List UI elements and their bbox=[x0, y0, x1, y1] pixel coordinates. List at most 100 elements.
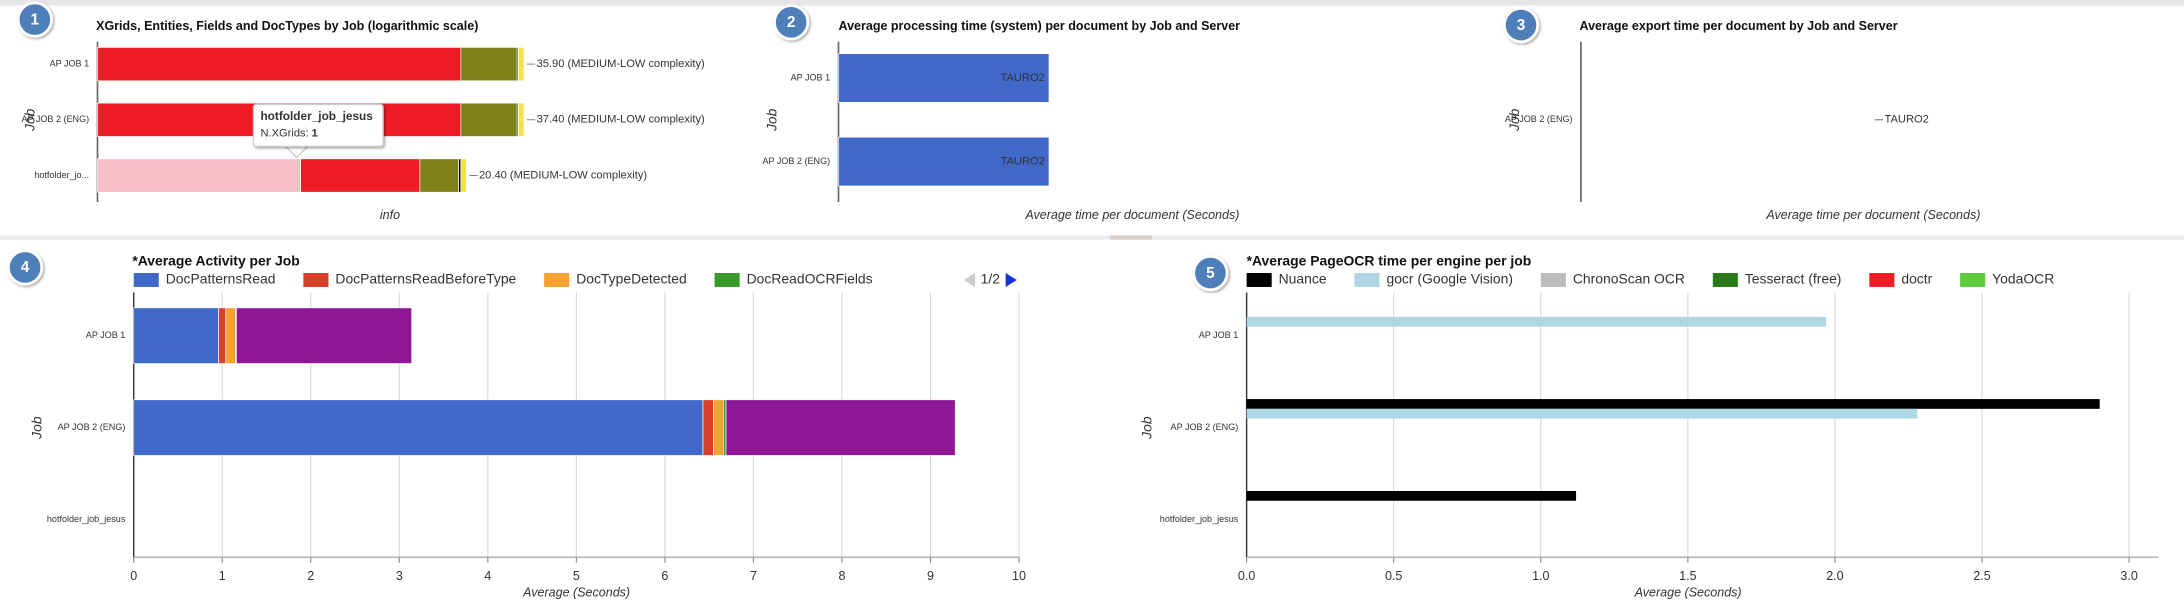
x-axis-label: Average time per document (Seconds) bbox=[1024, 208, 1239, 222]
x-axis-label: Average (Seconds) bbox=[1634, 586, 1742, 600]
y-tick-label: hotfolder_jo... bbox=[34, 170, 89, 180]
legend-swatch[interactable] bbox=[1540, 273, 1566, 287]
legend-swatch[interactable] bbox=[303, 273, 329, 287]
bar bbox=[1246, 408, 1918, 419]
y-tick-label: hotfolder_job_jesus bbox=[1160, 514, 1239, 524]
x-axis-label: info bbox=[380, 208, 400, 222]
bar-segment bbox=[225, 307, 236, 364]
panel-number: 2 bbox=[787, 14, 796, 31]
legend-label[interactable]: ChronoScan OCR bbox=[1573, 271, 1685, 287]
bar-segment bbox=[702, 399, 714, 456]
y-axis-label: Job bbox=[1506, 108, 1522, 132]
y-tick-label: AP JOB 1 bbox=[791, 72, 831, 82]
data-label: TAURO2 bbox=[1001, 72, 1045, 84]
pager-prev[interactable] bbox=[963, 273, 975, 287]
x-tick-label: 10 bbox=[1012, 569, 1026, 583]
data-label: TAURO2 bbox=[1001, 156, 1045, 168]
legend-label[interactable]: DocPatternsReadBeforeType bbox=[335, 271, 516, 287]
bar bbox=[1246, 316, 1827, 327]
x-axis-label: Average time per document (Seconds) bbox=[1765, 208, 1980, 222]
bar-segment bbox=[97, 47, 462, 82]
legend-swatch[interactable] bbox=[1354, 273, 1380, 287]
x-tick-label: 1.0 bbox=[1532, 569, 1549, 583]
y-tick-label: hotfolder_job_jesus bbox=[47, 514, 126, 524]
y-tick-label: AP JOB 2 (ENG) bbox=[58, 422, 126, 432]
legend-swatch[interactable] bbox=[544, 273, 570, 287]
y-tick-label: AP JOB 2 (ENG) bbox=[762, 156, 830, 166]
data-label: TAURO2 bbox=[1885, 114, 1929, 126]
x-tick-label: 7 bbox=[750, 569, 757, 583]
x-tick-label: 0 bbox=[130, 569, 137, 583]
x-tick-label: 3 bbox=[396, 569, 403, 583]
tooltip-value: 1 bbox=[311, 128, 317, 140]
panel-badge bbox=[1192, 254, 1229, 292]
tooltip-pointer bbox=[283, 145, 310, 159]
legend-label[interactable]: gocr (Google Vision) bbox=[1386, 271, 1513, 287]
bar-segment bbox=[518, 102, 525, 137]
y-axis-label: Job bbox=[21, 108, 37, 132]
chart-title: XGrids, Entities, Fields and DocTypes by… bbox=[96, 19, 478, 33]
bar-segment bbox=[300, 158, 421, 193]
panel-number: 1 bbox=[31, 11, 40, 28]
legend-swatch[interactable] bbox=[1960, 273, 1986, 287]
panel-badge bbox=[16, 1, 53, 38]
y-tick-label: AP JOB 2 (ENG) bbox=[1505, 114, 1573, 124]
bar-segment bbox=[419, 158, 459, 193]
total-label: 20.40 (MEDIUM-LOW complexity) bbox=[479, 169, 647, 181]
legend-label[interactable]: Tesseract (free) bbox=[1745, 271, 1842, 287]
legend-label[interactable]: DocReadOCRFields bbox=[747, 271, 873, 287]
tooltip-title: hotfolder_job_jesus bbox=[260, 109, 373, 123]
bar-segment bbox=[460, 102, 518, 137]
y-tick-label: AP JOB 1 bbox=[1199, 330, 1239, 340]
legend-swatch[interactable] bbox=[1869, 273, 1895, 287]
y-axis-label: Job bbox=[1138, 416, 1154, 440]
legend-label[interactable]: YodaOCR bbox=[1992, 271, 2054, 287]
bar-segment bbox=[236, 307, 413, 364]
x-tick-label: 2.5 bbox=[1973, 569, 1990, 583]
legend-page: 1/2 bbox=[981, 271, 1001, 287]
panel-number: 5 bbox=[1206, 265, 1215, 282]
legend-swatch[interactable] bbox=[714, 273, 740, 287]
y-tick-label: AP JOB 2 (ENG) bbox=[21, 114, 89, 124]
x-tick-label: 4 bbox=[484, 569, 491, 583]
y-tick-label: AP JOB 1 bbox=[50, 58, 90, 68]
legend-swatch[interactable] bbox=[133, 273, 159, 287]
x-tick-label: 2.0 bbox=[1826, 569, 1843, 583]
pager-next[interactable] bbox=[1005, 273, 1017, 287]
x-tick-label: 5 bbox=[573, 569, 580, 583]
bar-segment bbox=[458, 158, 462, 193]
bar-segment bbox=[722, 399, 727, 456]
chart-title: Average export time per document by Job … bbox=[1579, 19, 1897, 33]
legend-label[interactable]: DocTypeDetected bbox=[576, 271, 687, 287]
bar-segment bbox=[725, 399, 956, 456]
legend-swatch[interactable] bbox=[1712, 273, 1738, 287]
row-separator bbox=[0, 235, 2184, 240]
panel-number: 4 bbox=[21, 259, 30, 276]
y-axis-label: Job bbox=[764, 108, 780, 132]
legend-label[interactable]: DocPatternsRead bbox=[166, 271, 276, 287]
tooltip: hotfolder_job_jesus N.XGrids: 1 bbox=[252, 103, 384, 159]
x-tick-label: 2 bbox=[307, 569, 314, 583]
splitter[interactable] bbox=[1110, 235, 1152, 240]
x-tick-label: 3.0 bbox=[2120, 569, 2137, 583]
legend-label[interactable]: doctr bbox=[1901, 271, 1932, 287]
legend-swatch[interactable] bbox=[1246, 273, 1272, 287]
bar-segment bbox=[97, 158, 301, 193]
bar-segment bbox=[838, 53, 1050, 103]
bar-segment bbox=[460, 47, 518, 82]
bar-segment bbox=[218, 307, 227, 364]
legend-label[interactable]: Nuance bbox=[1279, 271, 1327, 287]
panel-badge bbox=[773, 4, 810, 41]
chart-title: *Average Activity per Job bbox=[132, 253, 299, 269]
x-tick-label: 8 bbox=[838, 569, 845, 583]
total-label: 35.90 (MEDIUM-LOW complexity) bbox=[537, 58, 705, 70]
bar-segment bbox=[713, 399, 724, 456]
x-tick-label: 9 bbox=[927, 569, 934, 583]
bar-segment bbox=[838, 136, 1050, 187]
total-label: 37.40 (MEDIUM-LOW complexity) bbox=[537, 114, 705, 126]
x-tick-label: 0.0 bbox=[1238, 569, 1255, 583]
x-tick-label: 6 bbox=[661, 569, 668, 583]
bar-segment bbox=[133, 307, 220, 364]
panel-badge bbox=[6, 249, 44, 286]
